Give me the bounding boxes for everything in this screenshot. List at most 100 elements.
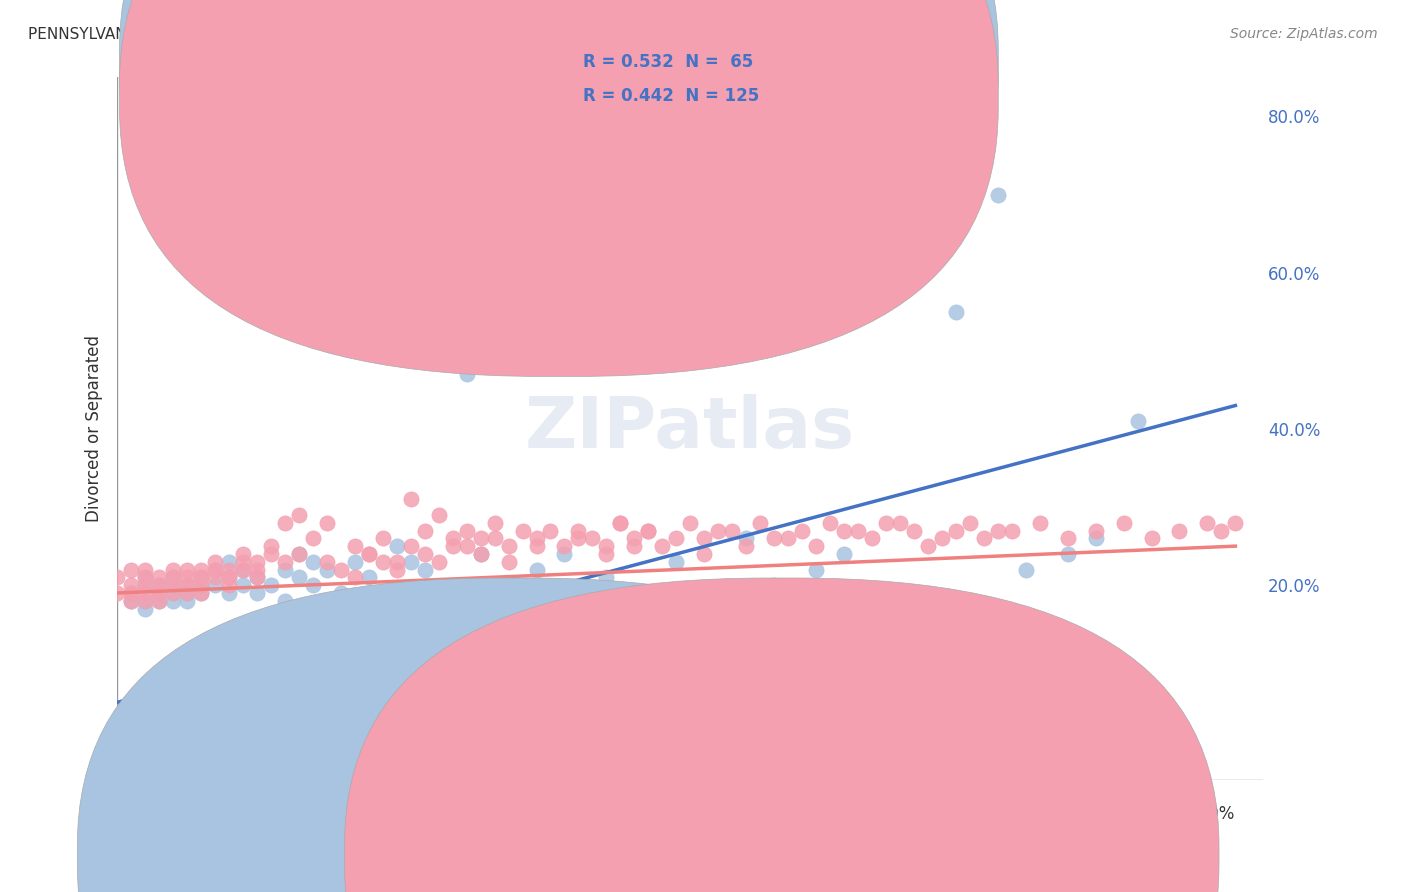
Text: ZIPatlas: ZIPatlas <box>526 394 855 464</box>
Point <box>385 563 408 577</box>
Point <box>804 539 827 553</box>
Point <box>665 531 688 545</box>
Point <box>232 547 254 561</box>
Point <box>721 524 744 538</box>
Point <box>889 516 911 530</box>
Text: 0.0%: 0.0% <box>117 805 159 823</box>
Point <box>1126 414 1149 428</box>
Point <box>190 578 212 592</box>
Point <box>498 586 520 600</box>
Point <box>148 578 170 592</box>
Point <box>288 508 311 522</box>
Point <box>120 586 142 600</box>
Point <box>218 563 240 577</box>
Point <box>623 539 645 553</box>
Point <box>540 524 562 538</box>
Point <box>1056 531 1078 545</box>
Point <box>637 524 659 538</box>
Point <box>1225 516 1247 530</box>
Point <box>371 531 394 545</box>
Point <box>343 555 366 569</box>
Point <box>162 594 184 608</box>
Point <box>553 539 575 553</box>
Point <box>302 531 325 545</box>
Point <box>987 187 1010 202</box>
Point <box>804 563 827 577</box>
Point <box>218 570 240 584</box>
Point <box>763 578 786 592</box>
Point <box>540 586 562 600</box>
Point <box>484 531 506 545</box>
Point <box>357 570 380 584</box>
Point <box>512 524 534 538</box>
Point <box>246 555 269 569</box>
Point <box>288 570 311 584</box>
Point <box>665 555 688 569</box>
Point <box>218 555 240 569</box>
Point <box>1084 524 1107 538</box>
Point <box>134 578 156 592</box>
Point <box>763 531 786 545</box>
Point <box>1112 516 1135 530</box>
Point <box>302 578 325 592</box>
Point <box>204 555 226 569</box>
Point <box>735 539 758 553</box>
Point <box>162 578 184 592</box>
Point <box>190 570 212 584</box>
Point <box>1001 524 1024 538</box>
Point <box>790 524 813 538</box>
Point <box>204 578 226 592</box>
Point <box>1084 531 1107 545</box>
Point <box>595 547 617 561</box>
Point <box>176 586 198 600</box>
Point <box>498 555 520 569</box>
Point <box>176 563 198 577</box>
Text: Pennsylvania Germans: Pennsylvania Germans <box>503 849 678 863</box>
Point <box>134 594 156 608</box>
Point <box>246 570 269 584</box>
Point <box>1015 563 1038 577</box>
Point <box>1056 547 1078 561</box>
Point <box>651 539 673 553</box>
Point <box>288 547 311 561</box>
Point <box>260 547 283 561</box>
Point <box>1211 524 1233 538</box>
Point <box>246 570 269 584</box>
Point <box>735 531 758 545</box>
Point <box>441 531 464 545</box>
Point <box>343 570 366 584</box>
Point <box>274 516 297 530</box>
Point <box>134 570 156 584</box>
Point <box>218 578 240 592</box>
Point <box>470 531 492 545</box>
Point <box>553 547 575 561</box>
Point <box>260 578 283 592</box>
Point <box>413 547 436 561</box>
Point <box>120 563 142 577</box>
Point <box>288 547 311 561</box>
Point <box>134 601 156 615</box>
Point <box>903 524 925 538</box>
Point <box>232 578 254 592</box>
Point <box>456 539 478 553</box>
Point <box>274 555 297 569</box>
Point <box>343 539 366 553</box>
Point <box>274 594 297 608</box>
Point <box>581 531 603 545</box>
Text: PENNSYLVANIA GERMAN VS IMMIGRANTS FROM CUBA DIVORCED OR SEPARATED CORRELATION CH: PENNSYLVANIA GERMAN VS IMMIGRANTS FROM C… <box>28 27 814 42</box>
Point <box>385 539 408 553</box>
Point <box>148 586 170 600</box>
Point <box>931 531 953 545</box>
Point <box>832 524 855 538</box>
Point <box>693 547 716 561</box>
Text: R = 0.532  N =  65: R = 0.532 N = 65 <box>583 53 754 70</box>
Point <box>176 586 198 600</box>
Point <box>190 586 212 600</box>
Point <box>526 563 548 577</box>
Point <box>315 516 337 530</box>
Point <box>148 570 170 584</box>
Point <box>749 516 772 530</box>
Point <box>693 609 716 624</box>
Point <box>232 563 254 577</box>
Point <box>232 555 254 569</box>
